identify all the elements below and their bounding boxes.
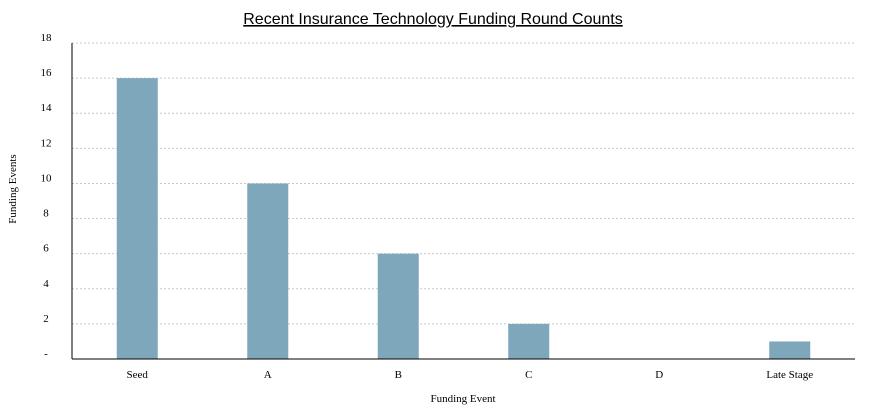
- bar: [247, 183, 289, 359]
- bar: [508, 323, 550, 359]
- y-tick-label: 4: [43, 278, 49, 290]
- y-axis-label: Funding Events: [7, 154, 19, 223]
- x-tick-label: A: [264, 369, 272, 381]
- x-tick-label: C: [525, 369, 532, 381]
- y-tick-label: 6: [43, 243, 49, 255]
- x-axis-ticks: Seed A B C D Late Stage: [127, 369, 814, 381]
- x-axis-label: Funding Event: [430, 393, 495, 405]
- y-tick-label: 16: [41, 67, 53, 79]
- y-tick-label: 18: [41, 32, 53, 44]
- y-tick-label: -: [44, 348, 48, 360]
- gridlines: [72, 42, 855, 325]
- chart-title: Recent Insurance Technology Funding Roun…: [243, 11, 623, 28]
- bar: [116, 78, 158, 359]
- y-axis-ticks: - 2 4 6 8 10 12 14 16 18: [41, 32, 53, 360]
- bar: [377, 253, 419, 359]
- x-tick-label: Late Stage: [766, 369, 813, 381]
- y-tick-label: 14: [41, 102, 53, 114]
- y-tick-label: 8: [43, 208, 49, 220]
- x-tick-label: B: [395, 369, 402, 381]
- x-tick-label: Seed: [127, 369, 149, 381]
- y-tick-label: 10: [41, 172, 53, 184]
- bars: [116, 78, 811, 359]
- y-tick-label: 12: [41, 137, 52, 149]
- y-tick-label: 2: [43, 313, 49, 325]
- bar: [769, 341, 811, 359]
- x-tick-label: D: [655, 369, 663, 381]
